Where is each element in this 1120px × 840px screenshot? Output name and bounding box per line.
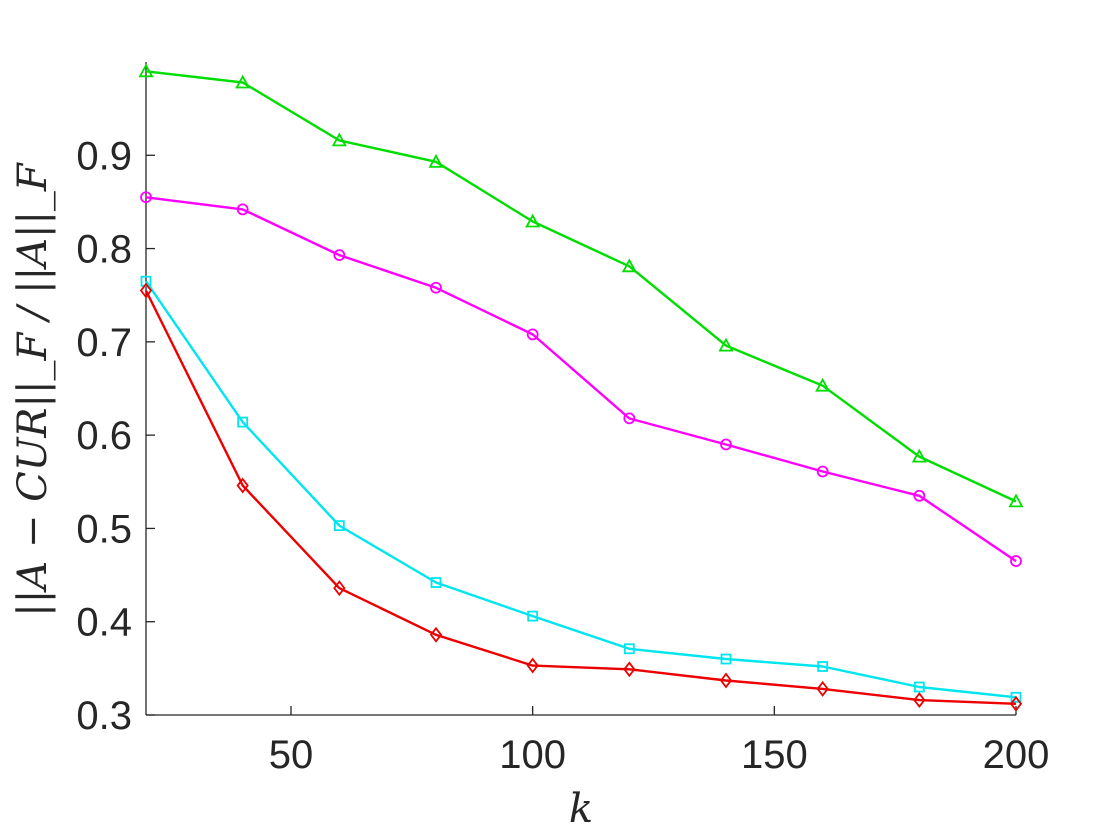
series-triangle [138, 63, 1024, 508]
data-point [816, 680, 829, 697]
data-point [526, 657, 539, 674]
axis-ticks: 50 100 150 200 0.3 0.4 0.5 0.6 0.7 0.8 0.9 [76, 134, 1049, 777]
data-point [1010, 691, 1022, 703]
data-point [333, 580, 346, 597]
data-point [527, 610, 539, 622]
data-point [817, 661, 829, 672]
data-point [333, 520, 345, 532]
x-tick-label: 150 [741, 733, 808, 777]
data-point [236, 477, 249, 494]
data-point [1009, 695, 1023, 712]
data-point [428, 153, 444, 168]
data-point [623, 643, 635, 655]
data-point [621, 258, 637, 273]
data-point [911, 448, 927, 463]
data-point [913, 681, 925, 693]
data-point [236, 203, 249, 216]
x-tick-label: 200 [983, 733, 1050, 777]
data-point [430, 281, 442, 294]
x-tick-label: 50 [269, 733, 314, 777]
y-tick-label: 0.5 [76, 507, 132, 551]
data-point [719, 672, 733, 689]
series-diamond [139, 282, 1023, 712]
data-point [331, 132, 347, 147]
data-point [525, 213, 541, 228]
data-point [720, 438, 732, 451]
y-tick-label: 0.7 [76, 321, 132, 365]
series-layer [138, 63, 1024, 712]
data-point [720, 653, 732, 665]
data-point [718, 337, 734, 352]
data-point [816, 465, 829, 478]
y-tick-label: 0.3 [76, 694, 132, 738]
data-point [913, 489, 926, 502]
data-point [235, 74, 251, 89]
data-point [139, 282, 153, 299]
series-line [144, 290, 1017, 705]
x-tick-label: 100 [499, 733, 566, 777]
series-line [145, 70, 1017, 503]
y-tick-label: 0.6 [76, 414, 132, 458]
series-circle [140, 191, 1022, 567]
data-point [623, 412, 636, 425]
y-tick-label: 0.4 [76, 601, 132, 645]
data-point [333, 249, 346, 262]
data-point [138, 63, 154, 78]
data-point [815, 377, 831, 392]
series-line [145, 280, 1017, 699]
data-point [1010, 555, 1022, 567]
data-point [140, 191, 152, 204]
data-point [140, 275, 152, 287]
y-tick-label: 0.8 [76, 228, 132, 272]
plot-area: 50 100 150 200 0.3 0.4 0.5 0.6 0.7 0.8 0.9 [76, 62, 1049, 777]
data-point [623, 661, 636, 678]
y-tick-label: 0.9 [76, 134, 132, 178]
data-point [526, 328, 539, 341]
x-axis-label: k [569, 786, 593, 832]
series-line [145, 196, 1017, 563]
data-point [237, 416, 249, 428]
y-axis-label: ||A − CUR||_F / ||A||_F [10, 162, 56, 617]
data-point [1008, 493, 1024, 508]
data-point [429, 626, 443, 643]
series-square [140, 275, 1022, 703]
data-point [913, 692, 926, 709]
data-point [430, 577, 442, 588]
